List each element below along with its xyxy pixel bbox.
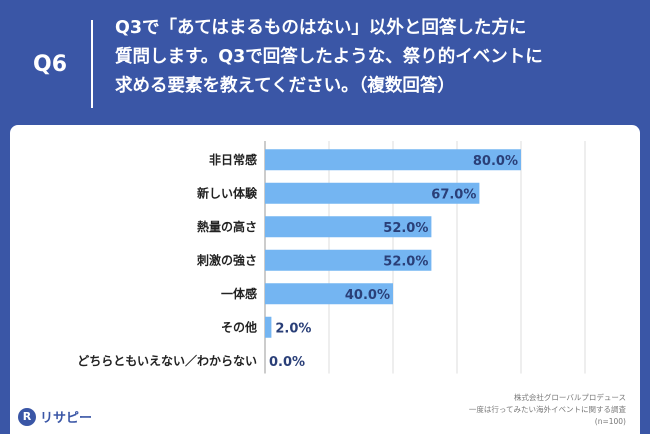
chart-card: 非日常感 80.0% 新しい体験 67.0% 熱量の高さ 52.0% 刺激の強さ 52.0% 一… <box>10 125 640 434</box>
value-label: 0.0% <box>269 355 305 370</box>
value-label: 2.0% <box>275 321 311 336</box>
bar <box>265 216 432 238</box>
category-label: 刺激の強さ <box>196 252 257 267</box>
header: Q6 Q3で「あてはまるものはない」以外と回答した方に 質問します。Q3で回答し… <box>0 0 650 120</box>
bar <box>265 316 272 338</box>
question-number: Q6 <box>33 52 68 77</box>
value-label: 80.0% <box>473 154 518 169</box>
bar <box>265 182 480 204</box>
bar <box>265 149 521 171</box>
question-text: Q3で「あてはまるものはない」以外と回答した方に 質問します。Q3で回答したよう… <box>115 18 543 96</box>
bar <box>265 283 393 305</box>
source-survey: 一度は行ってみたい海外イベントに関する調査 <box>468 405 626 414</box>
source-n: (n=100) <box>594 417 626 426</box>
category-label: どちらともいえない／わからない <box>77 353 257 368</box>
category-label: 新しい体験 <box>197 185 258 200</box>
category-label: 一体感 <box>221 286 257 301</box>
logo-text: リサピー <box>40 411 93 426</box>
value-label: 52.0% <box>383 254 428 269</box>
logo: R リサピー <box>18 407 92 426</box>
bar <box>265 249 432 271</box>
value-label: 40.0% <box>345 288 390 303</box>
header-divider <box>91 20 93 108</box>
category-label: 熱量の高さ <box>197 219 257 234</box>
source-note: 株式会社グローバルプロデュース 一度は行ってみたい海外イベントに関する調査 (n… <box>469 392 626 428</box>
source-company: 株式会社グローバルプロデュース <box>513 393 626 402</box>
bar-chart: 非日常感 80.0% 新しい体験 67.0% 熱量の高さ 52.0% 刺激の強さ 52.0% 一… <box>77 141 586 374</box>
category-label: 非日常感 <box>209 152 257 167</box>
logo-icon: R <box>18 407 36 426</box>
value-label: 52.0% <box>383 221 428 236</box>
category-label: その他 <box>221 319 257 334</box>
value-label: 67.0% <box>431 187 476 202</box>
